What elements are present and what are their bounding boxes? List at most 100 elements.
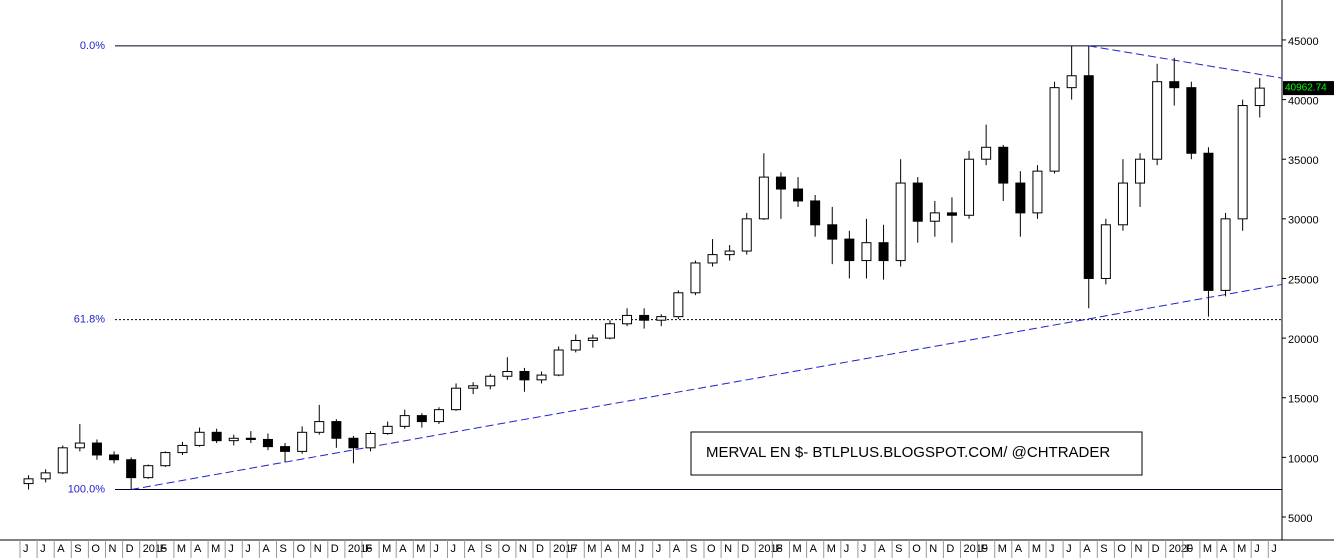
x-tick-label: M [587,543,596,555]
x-tick-label: F [160,543,167,555]
candle-body [810,200,821,226]
x-tick-label: F [981,543,988,555]
candle-body [964,158,975,216]
x-tick-label: J [1049,543,1055,555]
candle-body [741,218,752,252]
candle-body [40,472,51,480]
y-tick-label: 25000 [1288,274,1319,286]
fib-label: 0.0% [80,40,105,52]
candle-body [570,339,581,351]
last-price-label: 40962.74 [1285,83,1327,94]
x-tick-label: A [57,543,65,555]
x-tick-label: M [416,543,425,555]
x-tick-label: A [878,543,886,555]
x-tick-label: F [1186,543,1193,555]
candle-body [177,444,188,454]
x-tick-label: S [690,543,697,555]
candle-body [451,387,462,411]
candle-body [929,212,940,222]
x-tick-label: J [1066,543,1072,555]
x-tick-label: M [1203,543,1212,555]
x-tick-label: S [74,543,81,555]
candle-body [365,433,376,449]
candle-body [297,431,308,452]
x-tick-label: N [724,543,732,555]
candle-body [1135,158,1146,184]
x-tick-label: D [1152,543,1160,555]
x-tick-label: S [1100,543,1107,555]
candle-body [211,431,222,442]
last-price-box [1283,81,1334,96]
trendline [131,283,1283,491]
candle-body [1049,87,1060,172]
x-tick-label: F [775,543,782,555]
x-tick-label: F [365,543,372,555]
candle-body [331,421,342,439]
candle-body [143,465,154,479]
candle-body [194,431,205,446]
x-tick-label: M [827,543,836,555]
y-tick-label: 15000 [1288,394,1319,406]
x-tick-label: A [1220,543,1228,555]
candle-body [707,254,718,264]
x-tick-label: J [844,543,850,555]
x-tick-label: 2015 [143,543,167,555]
x-tick-label: D [946,543,954,555]
x-tick-label: 2016 [348,543,372,555]
x-tick-label: O [912,543,921,555]
candle-body [981,146,992,160]
candle-body [314,421,325,433]
annotation-box [690,431,1143,476]
x-tick-label: D [331,543,339,555]
candle-body [1100,224,1111,279]
x-tick-label: 2019 [964,543,988,555]
candle-body [1117,182,1128,226]
candle-body [245,437,256,440]
x-tick-label: N [929,543,937,555]
candle-body [844,238,855,262]
x-tick-label: J [639,543,645,555]
x-tick-label: S [895,543,902,555]
x-tick-label: O [297,543,306,555]
candle-body [57,447,68,474]
candle-body [280,446,291,452]
candle-body [502,370,513,377]
y-tick-label: 20000 [1288,334,1319,346]
x-tick-label: N [314,543,322,555]
x-tick-label: N [519,543,527,555]
x-tick-label: 2018 [758,543,782,555]
y-tick-label: 5000 [1288,513,1312,525]
x-tick-label: S [280,543,287,555]
x-tick-label: O [1117,543,1126,555]
x-tick-label: M [382,543,391,555]
y-tick-label: 40000 [1288,95,1319,107]
annotation: MERVAL EN $- BTLPLUS.BLOGSPOT.COM/ @CHTR… [706,444,1110,461]
x-tick-label: M [211,543,220,555]
candle-body [416,415,427,423]
x-tick-label: 2017 [553,543,577,555]
x-tick-label: A [262,543,270,555]
candle-body [262,438,273,448]
candle-body [758,176,769,220]
candle-body [1083,75,1094,279]
candle-body [160,452,171,467]
candle-body [793,188,804,202]
x-tick-label: J [228,543,234,555]
x-tick-label: J [23,543,29,555]
candle-body [1237,105,1248,220]
candle-body [91,442,102,456]
fib-label: 61.8% [74,314,105,326]
x-tick-label: M [1237,543,1246,555]
x-tick-label: M [793,543,802,555]
candle-body [673,292,684,318]
x-tick-label: J [1271,543,1277,555]
candle-body [622,314,633,325]
x-tick-label: A [673,543,681,555]
candle-body [587,337,598,341]
candle-body [74,442,85,449]
candle-body [895,182,906,262]
x-tick-label: A [810,543,818,555]
x-tick-label: N [109,543,117,555]
candle-body [639,314,650,321]
x-tick-label: S [485,543,492,555]
